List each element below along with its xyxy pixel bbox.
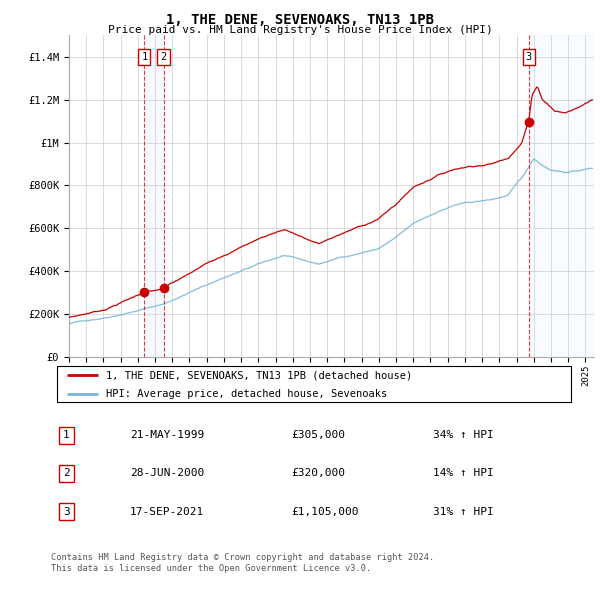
Text: Price paid vs. HM Land Registry's House Price Index (HPI): Price paid vs. HM Land Registry's House … (107, 25, 493, 35)
FancyBboxPatch shape (56, 366, 571, 402)
Bar (145, 35, 164, 357)
Text: 14% ↑ HPI: 14% ↑ HPI (433, 468, 494, 478)
Text: 2: 2 (63, 468, 70, 478)
Bar (529, 35, 594, 357)
Text: 1: 1 (141, 52, 148, 62)
Text: 3: 3 (526, 52, 532, 62)
Text: 2: 2 (160, 52, 167, 62)
Text: 34% ↑ HPI: 34% ↑ HPI (433, 431, 494, 440)
Text: 21-MAY-1999: 21-MAY-1999 (130, 431, 204, 440)
Text: 28-JUN-2000: 28-JUN-2000 (130, 468, 204, 478)
Text: £305,000: £305,000 (291, 431, 345, 440)
Text: £1,105,000: £1,105,000 (291, 507, 358, 516)
Text: HPI: Average price, detached house, Sevenoaks: HPI: Average price, detached house, Seve… (106, 389, 388, 399)
Text: 17-SEP-2021: 17-SEP-2021 (130, 507, 204, 516)
Text: 3: 3 (63, 507, 70, 516)
Text: This data is licensed under the Open Government Licence v3.0.: This data is licensed under the Open Gov… (51, 564, 371, 573)
Text: 1, THE DENE, SEVENOAKS, TN13 1PB (detached house): 1, THE DENE, SEVENOAKS, TN13 1PB (detach… (106, 371, 412, 381)
Text: 31% ↑ HPI: 31% ↑ HPI (433, 507, 494, 516)
Text: 1, THE DENE, SEVENOAKS, TN13 1PB: 1, THE DENE, SEVENOAKS, TN13 1PB (166, 13, 434, 27)
Text: 1: 1 (63, 431, 70, 440)
Text: Contains HM Land Registry data © Crown copyright and database right 2024.: Contains HM Land Registry data © Crown c… (51, 553, 434, 562)
Text: £320,000: £320,000 (291, 468, 345, 478)
